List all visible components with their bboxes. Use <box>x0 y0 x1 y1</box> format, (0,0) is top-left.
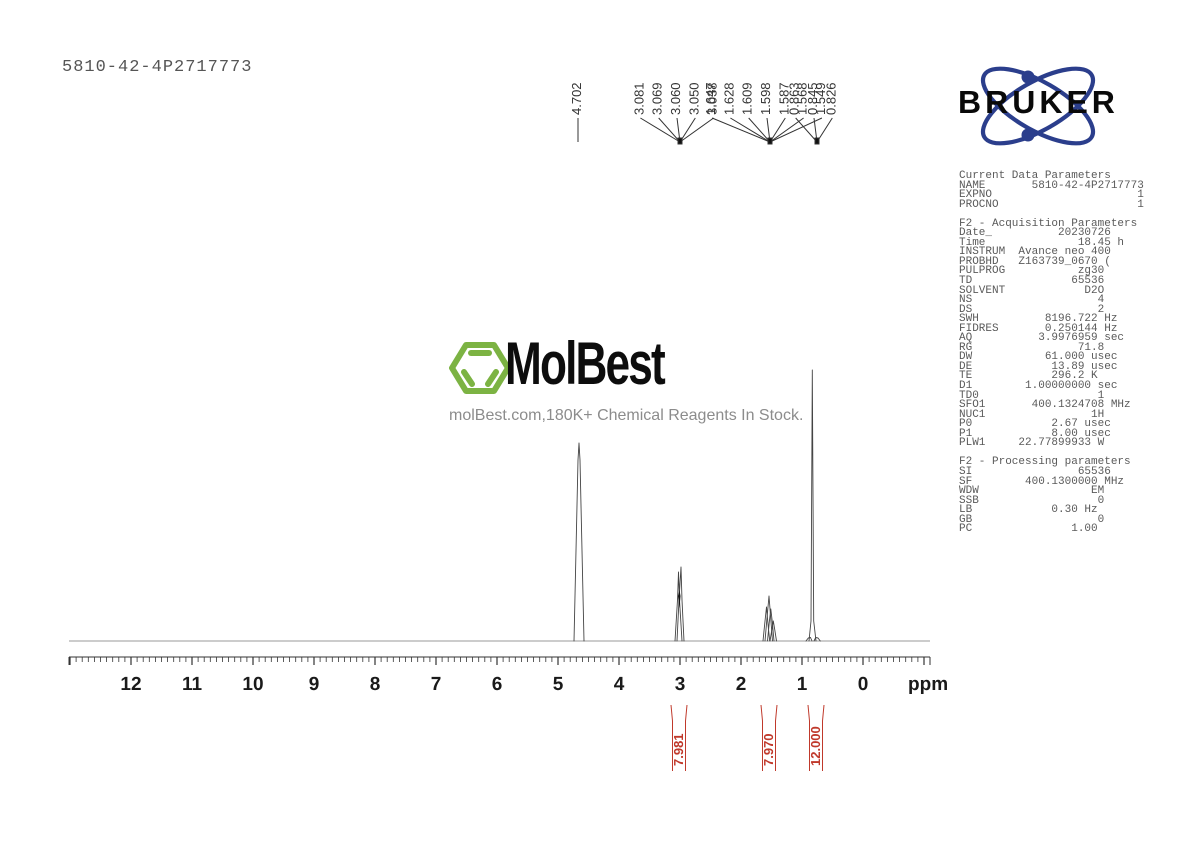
svg-text:12: 12 <box>120 674 141 695</box>
svg-text:4: 4 <box>614 674 625 695</box>
svg-text:1: 1 <box>797 674 808 695</box>
svg-text:11: 11 <box>182 674 203 695</box>
svg-text:9: 9 <box>309 674 320 695</box>
svg-text:7: 7 <box>431 674 442 695</box>
svg-text:3: 3 <box>675 674 686 695</box>
svg-text:5: 5 <box>553 674 564 695</box>
svg-text:ppm: ppm <box>908 674 948 695</box>
svg-text:8: 8 <box>370 674 381 695</box>
svg-text:10: 10 <box>242 674 263 695</box>
svg-text:2: 2 <box>736 674 747 695</box>
svg-text:6: 6 <box>492 674 503 695</box>
svg-text:0: 0 <box>858 674 869 695</box>
